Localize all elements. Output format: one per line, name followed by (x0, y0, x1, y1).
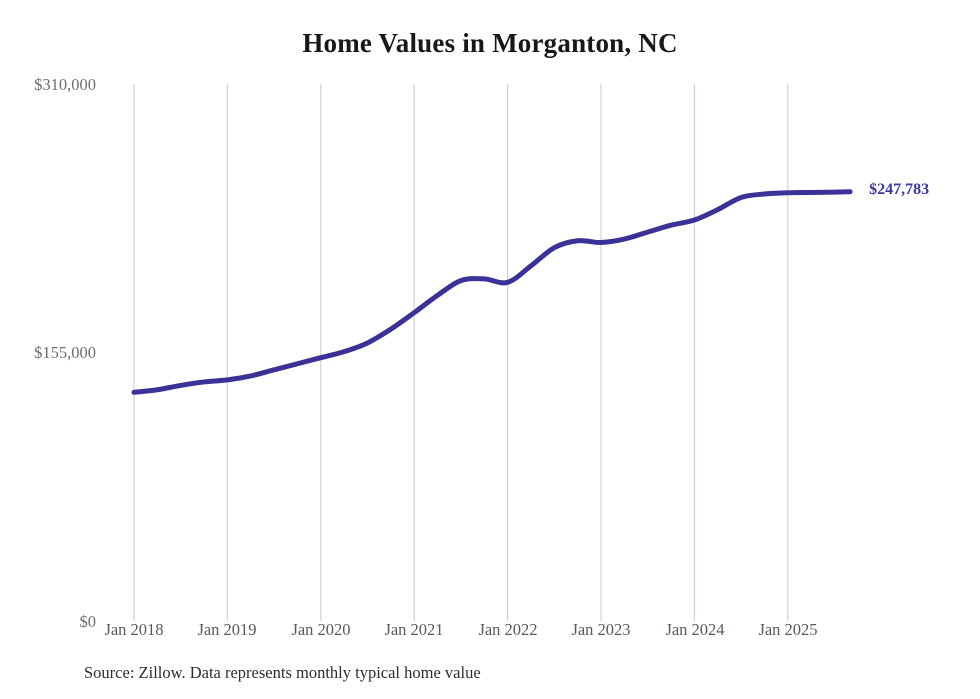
series-line-typical-home-value (131, 189, 853, 395)
x-axis-tick-label-jan-2019: Jan 2019 (197, 620, 257, 639)
x-axis-tick-label-jan-2023: Jan 2023 (571, 620, 631, 639)
x-axis-tick-label-jan-2022: Jan 2022 (478, 620, 538, 639)
x-axis-tick-label-jan-2021: Jan 2021 (384, 620, 444, 639)
y-axis-tick-label-bottom: $0 (79, 612, 97, 631)
end-value-label: $247,783 (869, 180, 930, 198)
y-axis-tick-label-top: $310,000 (34, 75, 96, 94)
chart-source-footnote: Source: Zillow. Data represents monthly … (84, 663, 481, 682)
x-axis-tick-label-jan-2024: Jan 2024 (665, 620, 725, 639)
chart-title: Home Values in Morganton, NC (302, 28, 678, 58)
x-axis-tick-label-jan-2020: Jan 2020 (291, 620, 351, 639)
gridline-group (133, 84, 789, 621)
y-axis-tick-label-middle: $155,000 (34, 343, 96, 362)
x-axis-tick-label-jan-2018: Jan 2018 (104, 620, 164, 639)
x-axis-tick-label-jan-2025: Jan 2025 (758, 620, 818, 639)
